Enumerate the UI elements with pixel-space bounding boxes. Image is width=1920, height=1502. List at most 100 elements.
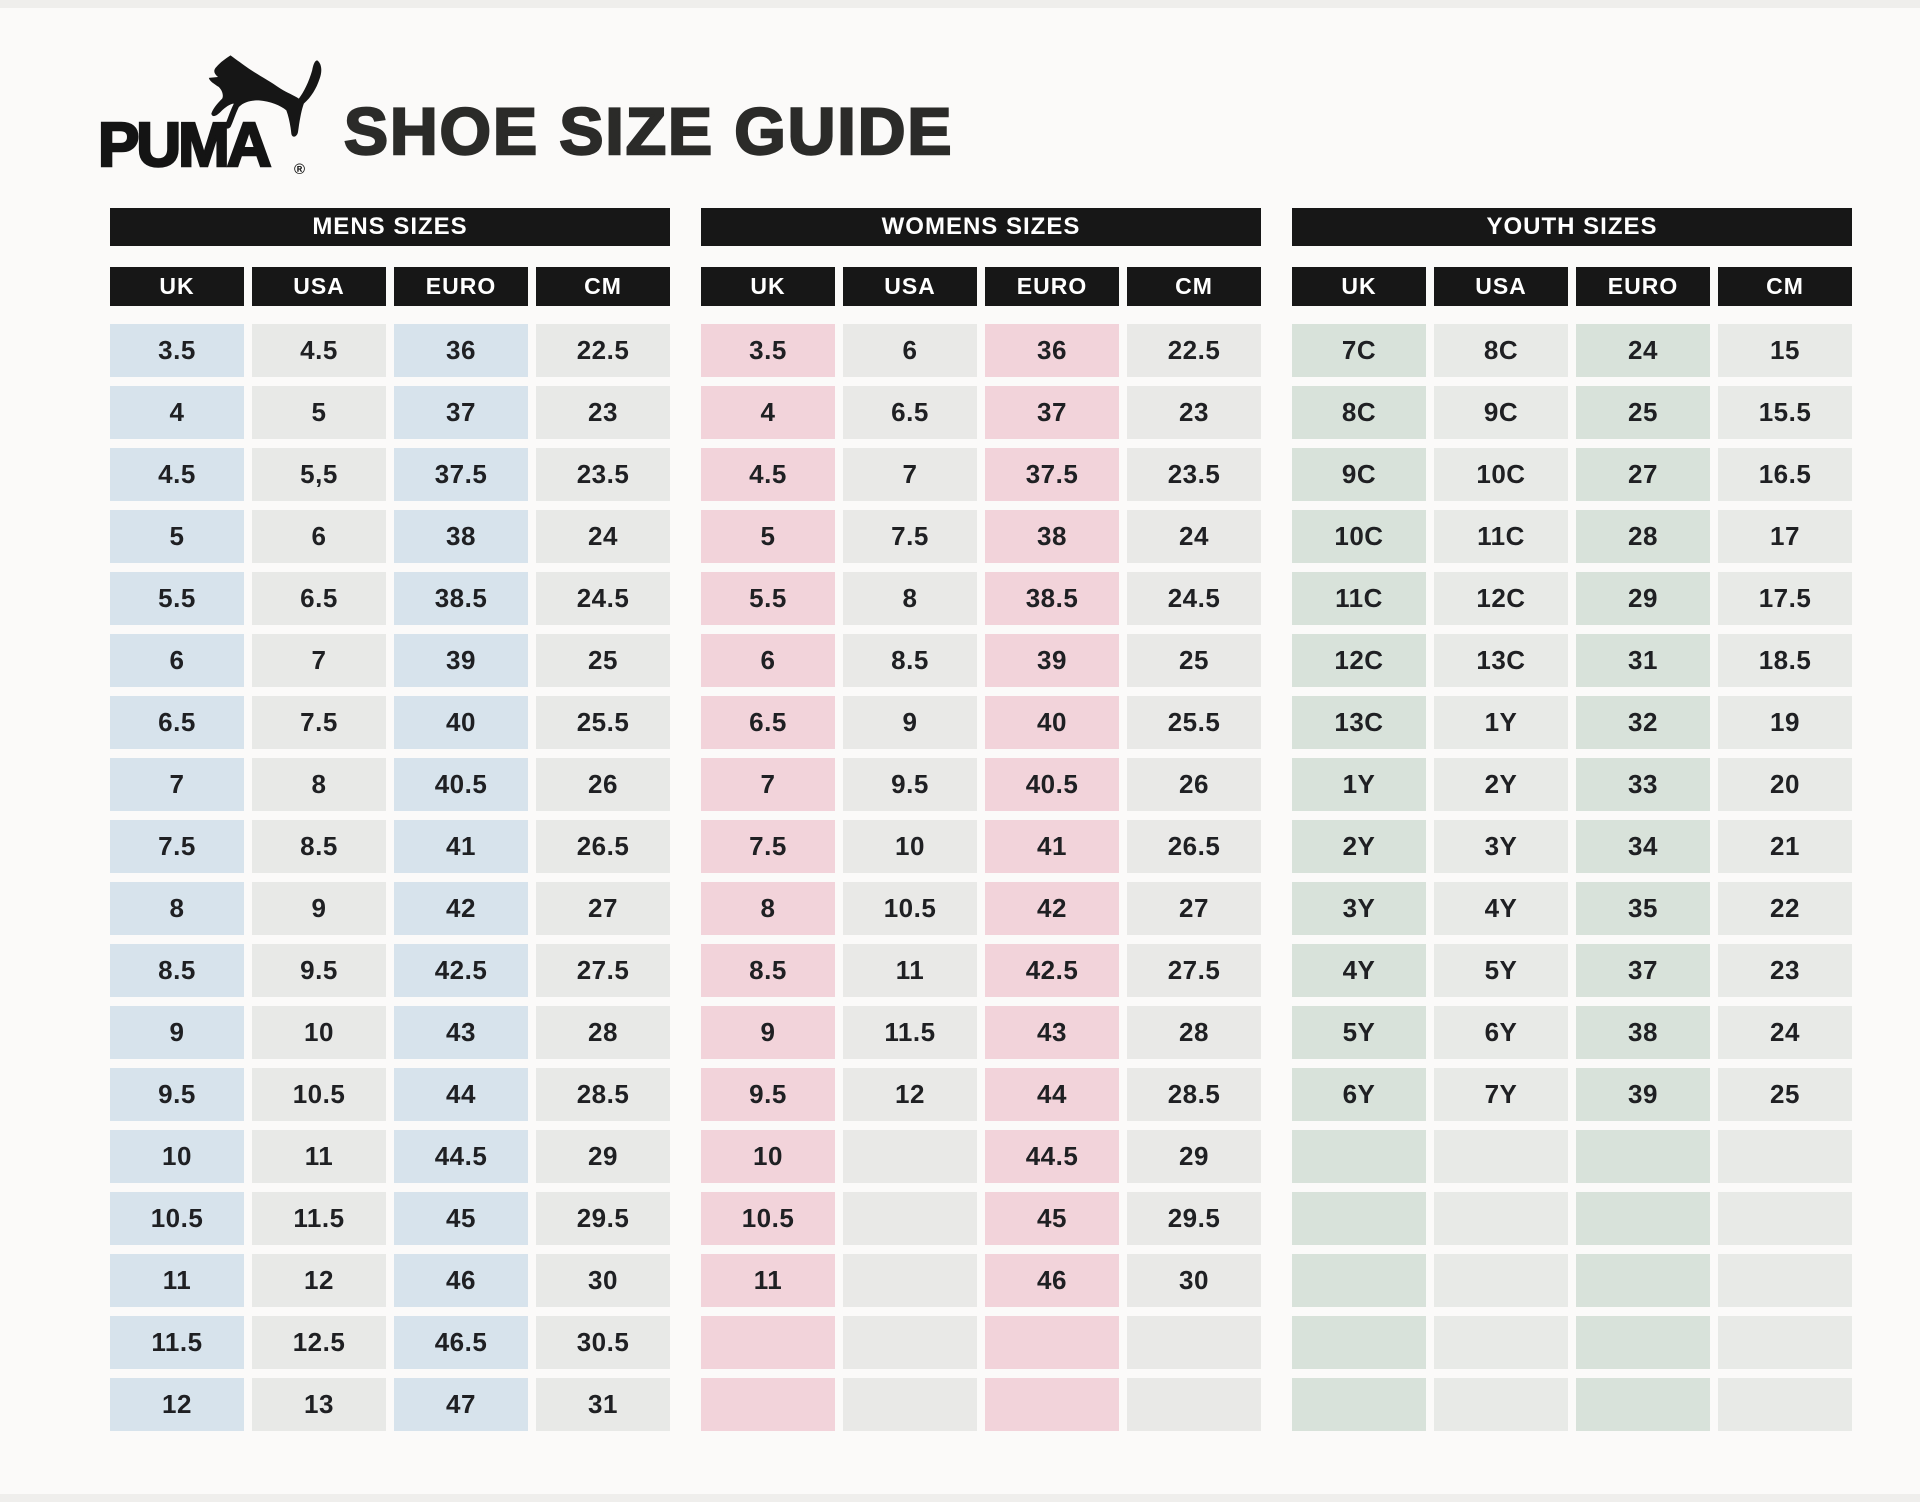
size-cell-euro: 38 [394,510,528,563]
size-cell-euro: 28 [1576,510,1710,563]
size-cell-uk: 8 [701,882,835,935]
table-row: 4.5 7 37.5 23.5 [701,448,1261,501]
size-cell-uk [701,1316,835,1369]
table-row: 9.5 12 44 28.5 [701,1068,1261,1121]
size-cell-euro [1576,1254,1710,1307]
size-cell-uk: 10 [701,1130,835,1183]
size-cell-cm: 23.5 [1127,448,1261,501]
column-header-usa: USA [843,267,977,306]
column-header-cm: CM [1127,267,1261,306]
youth-table-rows: 7C 8C 24 15 8C 9C 25 15.5 9C 10C 27 16.5 10C 11C 28 17 1… [1292,324,1852,1431]
column-header-euro: EURO [1576,267,1710,306]
size-cell-uk: 3.5 [110,324,244,377]
size-cell-cm: 18.5 [1718,634,1852,687]
table-row: 4 5 37 23 [110,386,670,439]
size-cell-cm [1718,1254,1852,1307]
table-row: 4.5 5,5 37.5 23.5 [110,448,670,501]
size-cell-usa: 9 [843,696,977,749]
size-cell-uk: 11.5 [110,1316,244,1369]
size-cell-uk [1292,1192,1426,1245]
page-header: PUMA ® SHOE SIZE GUIDE [0,0,1920,178]
size-cell-euro: 45 [394,1192,528,1245]
size-cell-usa [843,1378,977,1431]
size-cell-usa: 1Y [1434,696,1568,749]
table-row: 8C 9C 25 15.5 [1292,386,1852,439]
size-cell-euro: 39 [394,634,528,687]
size-cell-cm: 24 [1718,1006,1852,1059]
table-row: 9 11.5 43 28 [701,1006,1261,1059]
size-cell-cm: 25 [1718,1068,1852,1121]
size-cell-cm: 23 [536,386,670,439]
size-cell-cm: 27 [536,882,670,935]
size-cell-usa: 11 [843,944,977,997]
size-cell-uk [1292,1254,1426,1307]
size-cell-uk: 10 [110,1130,244,1183]
size-cell-uk [1292,1316,1426,1369]
size-cell-usa: 11C [1434,510,1568,563]
size-cell-uk [1292,1130,1426,1183]
bottom-edge-strip [0,1494,1920,1502]
registered-mark: ® [294,161,306,178]
table-row: 6 7 39 25 [110,634,670,687]
size-cell-usa [1434,1378,1568,1431]
size-cell-euro [1576,1192,1710,1245]
size-cell-euro [985,1316,1119,1369]
table-row: 7.5 10 41 26.5 [701,820,1261,873]
size-cell-cm [1718,1130,1852,1183]
size-cell-euro: 36 [985,324,1119,377]
table-row: 3.5 4.5 36 22.5 [110,324,670,377]
size-cell-cm: 28 [1127,1006,1261,1059]
size-cell-usa: 8 [252,758,386,811]
size-cell-uk: 8C [1292,386,1426,439]
size-cell-euro: 44.5 [985,1130,1119,1183]
column-header-euro: EURO [394,267,528,306]
size-cell-usa: 10.5 [843,882,977,935]
table-row: 6.5 7.5 40 25.5 [110,696,670,749]
table-row: 5.5 8 38.5 24.5 [701,572,1261,625]
size-cell-cm: 21 [1718,820,1852,873]
size-cell-usa: 12 [843,1068,977,1121]
table-row: 3.5 6 36 22.5 [701,324,1261,377]
size-cell-cm: 31 [536,1378,670,1431]
size-cell-euro: 43 [985,1006,1119,1059]
size-cell-usa: 13 [252,1378,386,1431]
youth-column-headers: UK USA EURO CM [1292,267,1852,306]
column-header-usa: USA [252,267,386,306]
size-cell-uk: 11 [110,1254,244,1307]
table-row [1292,1192,1852,1245]
size-cell-usa: 12.5 [252,1316,386,1369]
size-cell-uk: 5 [110,510,244,563]
size-cell-uk: 7C [1292,324,1426,377]
youth-size-table: YOUTH SIZES UK USA EURO CM 7C 8C 24 15 8C 9C 25 15… [1292,208,1852,1431]
size-cell-uk: 5.5 [701,572,835,625]
size-cell-usa: 5,5 [252,448,386,501]
size-cell-cm: 29 [536,1130,670,1183]
size-cell-uk: 3Y [1292,882,1426,935]
size-cell-euro: 42 [985,882,1119,935]
womens-size-table: WOMENS SIZES UK USA EURO CM 3.5 6 36 22.5 4 6.5 3… [701,208,1261,1431]
size-cell-uk: 4 [110,386,244,439]
size-cell-euro: 42.5 [985,944,1119,997]
table-row: 10 11 44.5 29 [110,1130,670,1183]
size-cell-cm: 16.5 [1718,448,1852,501]
size-cell-cm: 15 [1718,324,1852,377]
size-cell-uk: 4 [701,386,835,439]
table-row: 5 7.5 38 24 [701,510,1261,563]
table-row: 5 6 38 24 [110,510,670,563]
size-cell-cm: 23.5 [536,448,670,501]
table-row: 5.5 6.5 38.5 24.5 [110,572,670,625]
size-cell-cm: 26 [1127,758,1261,811]
column-header-cm: CM [1718,267,1852,306]
size-cell-uk: 2Y [1292,820,1426,873]
table-row: 8 9 42 27 [110,882,670,935]
size-cell-cm [1718,1378,1852,1431]
size-cell-cm: 22 [1718,882,1852,935]
size-cell-euro: 34 [1576,820,1710,873]
table-row [1292,1378,1852,1431]
size-cell-usa: 2Y [1434,758,1568,811]
size-cell-euro: 37 [985,386,1119,439]
size-cell-usa: 12 [252,1254,386,1307]
size-cell-usa: 7.5 [843,510,977,563]
size-cell-usa: 11.5 [252,1192,386,1245]
puma-logo: PUMA ® [97,55,322,178]
